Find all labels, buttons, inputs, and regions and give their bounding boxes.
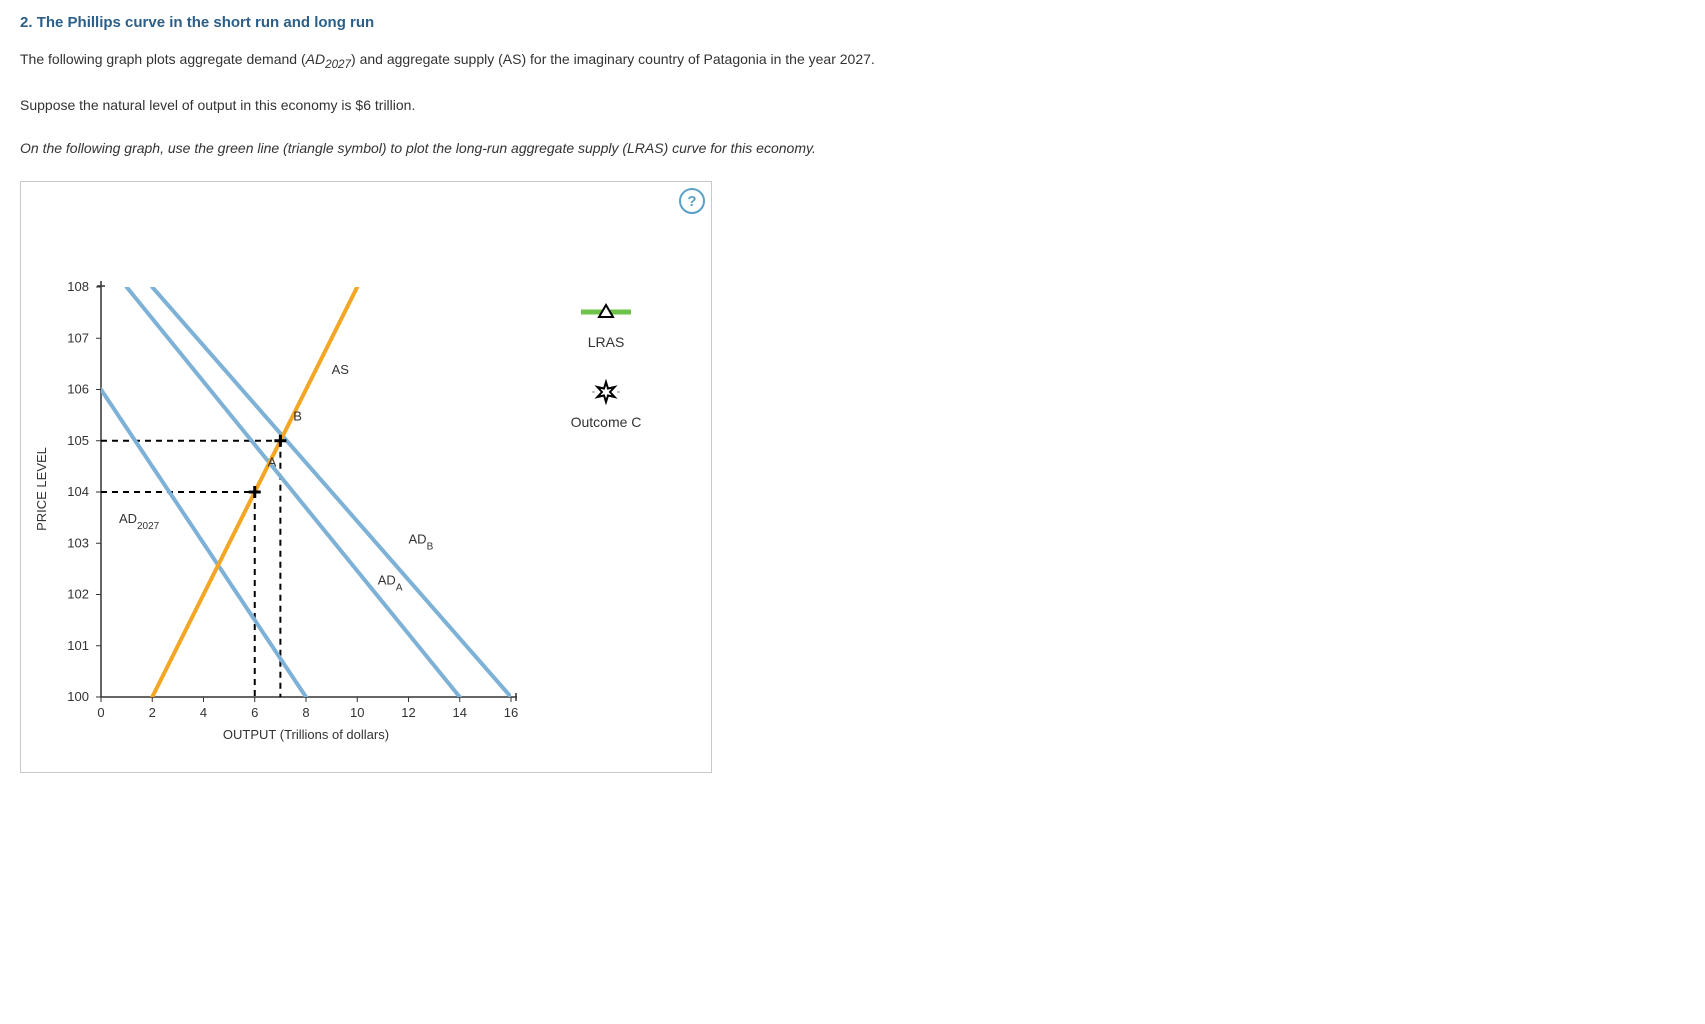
- p1-pre: The following graph plots aggregate dema…: [20, 51, 306, 67]
- chart-svg[interactable]: 0 2 4 6 8 10 12 14 16 OUTPUT (Trillions of dollar…: [21, 182, 711, 772]
- question-title: 2. The Phillips curve in the short run a…: [20, 14, 1685, 31]
- svg-text:16: 16: [504, 705, 518, 720]
- question-number: 2.: [20, 14, 33, 31]
- graph-container[interactable]: ? 0246810121416OUTPUT (Trillions of doll…: [20, 181, 712, 773]
- svg-text:B: B: [293, 409, 302, 424]
- svg-text:AS: AS: [332, 362, 350, 377]
- svg-text:14: 14: [453, 705, 467, 720]
- question-title-text: The Phillips curve in the short run and …: [37, 14, 375, 31]
- svg-text:ADB: ADB: [409, 532, 434, 553]
- svg-text:107: 107: [67, 331, 89, 346]
- svg-text:0: 0: [97, 705, 104, 720]
- svg-text:102: 102: [67, 587, 89, 602]
- instruction: On the following graph, use the green li…: [20, 138, 1685, 159]
- svg-text:8: 8: [302, 705, 309, 720]
- svg-text:106: 106: [67, 382, 89, 397]
- svg-text:108: 108: [67, 279, 89, 294]
- svg-text:105: 105: [67, 433, 89, 448]
- svg-text:2: 2: [149, 705, 156, 720]
- svg-text:Outcome C: Outcome C: [571, 414, 642, 430]
- svg-text:100: 100: [67, 689, 89, 704]
- p1-post: ) and aggregate supply (AS) for the imag…: [351, 51, 875, 67]
- paragraph-2: Suppose the natural level of output in t…: [20, 95, 1685, 116]
- svg-text:LRAS: LRAS: [588, 334, 625, 350]
- svg-text:AD2027: AD2027: [119, 511, 160, 532]
- p1-var: AD: [306, 51, 325, 67]
- svg-text:104: 104: [67, 484, 89, 499]
- svg-text:101: 101: [67, 638, 89, 653]
- svg-text:12: 12: [401, 705, 415, 720]
- p1-var-sub: 2027: [325, 58, 351, 71]
- svg-text:10: 10: [350, 705, 364, 720]
- svg-text:6: 6: [251, 705, 258, 720]
- paragraph-1: The following graph plots aggregate dema…: [20, 49, 1685, 73]
- svg-text:PRICE LEVEL: PRICE LEVEL: [34, 447, 49, 531]
- svg-text:OUTPUT (Trillions of dollars): OUTPUT (Trillions of dollars): [223, 727, 389, 742]
- svg-text:103: 103: [67, 536, 89, 551]
- svg-text:4: 4: [200, 705, 207, 720]
- svg-text:A: A: [268, 455, 277, 470]
- svg-text:ADA: ADA: [378, 573, 403, 594]
